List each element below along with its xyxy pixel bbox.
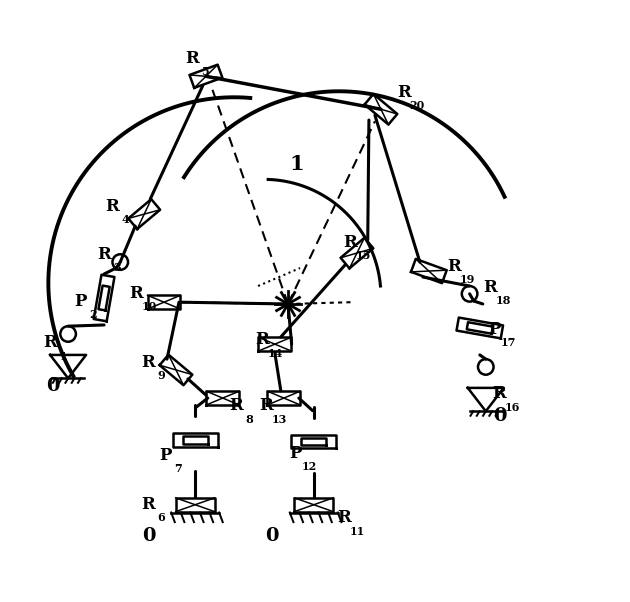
Text: 16: 16 xyxy=(505,402,520,412)
Text: R: R xyxy=(130,285,143,302)
Text: R: R xyxy=(142,353,155,371)
Text: 0: 0 xyxy=(46,377,59,395)
Text: 8: 8 xyxy=(245,414,253,424)
Text: 11: 11 xyxy=(349,526,365,536)
Text: R: R xyxy=(493,385,507,402)
Text: 1: 1 xyxy=(290,154,304,175)
Text: R: R xyxy=(106,198,119,215)
Text: P: P xyxy=(159,447,171,464)
Text: 6: 6 xyxy=(158,512,166,523)
Text: 20: 20 xyxy=(410,100,425,111)
Text: 15: 15 xyxy=(355,250,370,261)
Text: 0: 0 xyxy=(265,527,278,545)
Text: 19: 19 xyxy=(459,274,475,285)
Text: 13: 13 xyxy=(272,414,287,424)
Text: R: R xyxy=(397,84,411,101)
Text: 3: 3 xyxy=(113,262,121,273)
Text: R: R xyxy=(343,234,357,251)
Text: 14: 14 xyxy=(268,347,283,359)
Text: R: R xyxy=(337,509,351,526)
Text: P: P xyxy=(489,321,501,338)
Text: R: R xyxy=(255,332,269,349)
Text: 17: 17 xyxy=(500,338,515,349)
Text: 12: 12 xyxy=(301,462,317,473)
Text: R: R xyxy=(97,246,111,262)
Text: 0: 0 xyxy=(493,407,507,425)
Text: R: R xyxy=(43,335,57,352)
Text: 4: 4 xyxy=(122,214,130,225)
Text: R: R xyxy=(185,50,199,67)
Text: 7: 7 xyxy=(175,464,182,474)
Text: 5: 5 xyxy=(202,66,209,77)
Text: R: R xyxy=(142,496,155,514)
Text: 1: 1 xyxy=(59,350,67,362)
Text: R: R xyxy=(483,279,497,296)
Text: P: P xyxy=(290,445,302,462)
Text: 9: 9 xyxy=(158,370,166,381)
Text: R: R xyxy=(447,258,461,275)
Text: P: P xyxy=(74,293,86,309)
Text: R: R xyxy=(259,397,273,414)
Text: R: R xyxy=(229,397,243,414)
Text: 18: 18 xyxy=(495,296,511,306)
Text: 0: 0 xyxy=(142,527,155,545)
Text: 2: 2 xyxy=(89,309,97,320)
Text: 10: 10 xyxy=(142,302,158,312)
